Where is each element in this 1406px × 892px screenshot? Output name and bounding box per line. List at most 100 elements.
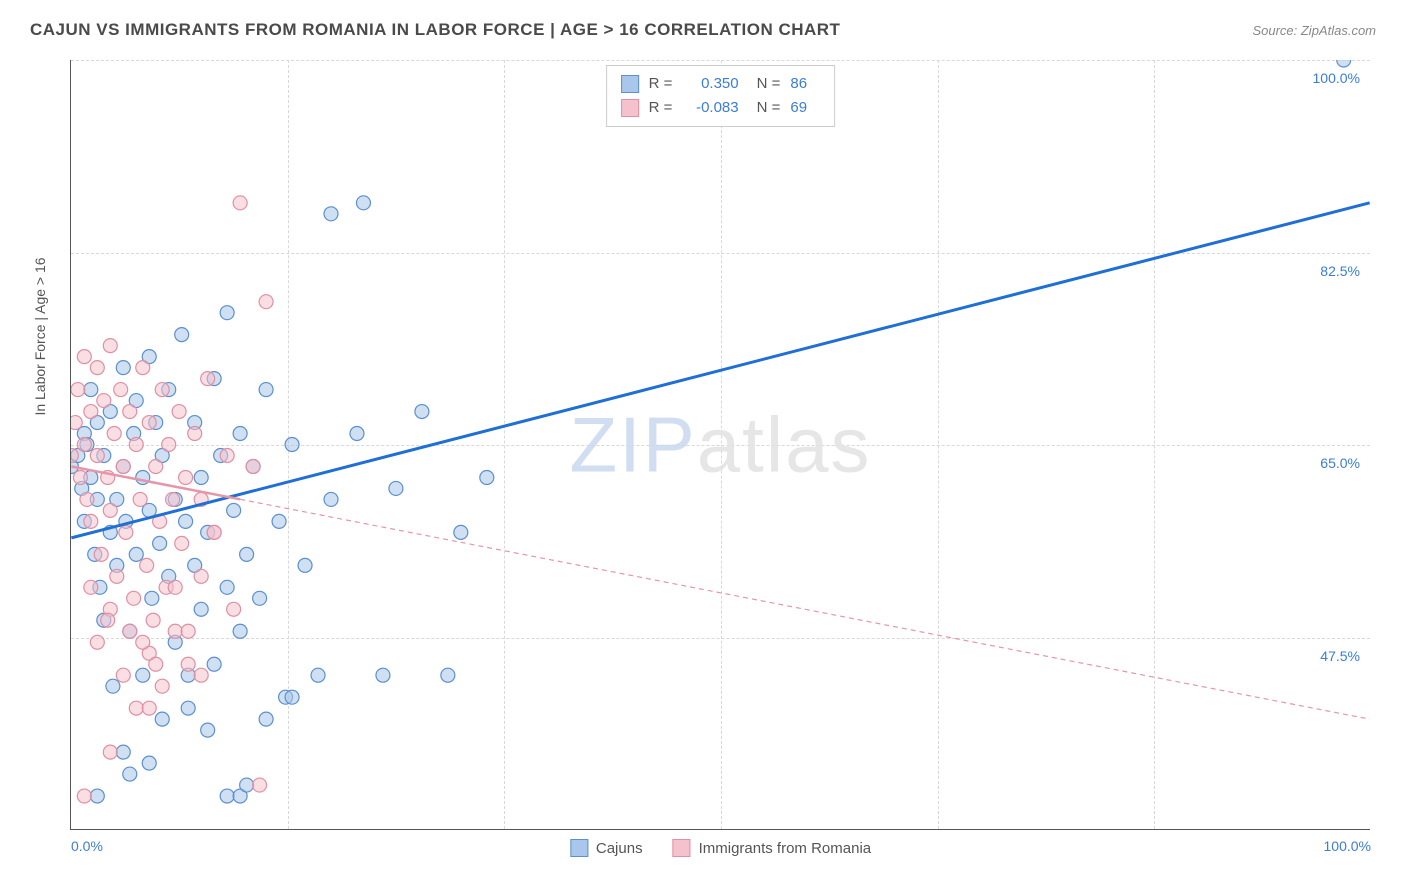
n-label: N = xyxy=(757,96,781,120)
data-point xyxy=(80,492,94,506)
data-point xyxy=(175,328,189,342)
data-point xyxy=(153,536,167,550)
data-point xyxy=(116,745,130,759)
data-point xyxy=(129,438,143,452)
data-point xyxy=(246,459,260,473)
data-point xyxy=(227,602,241,616)
r-label: R = xyxy=(649,96,674,120)
data-point xyxy=(259,295,273,309)
data-point xyxy=(97,394,111,408)
data-point xyxy=(136,635,150,649)
data-point xyxy=(233,427,247,441)
data-point xyxy=(259,383,273,397)
data-point xyxy=(220,448,234,462)
data-point xyxy=(207,657,221,671)
data-point xyxy=(298,558,312,572)
data-point xyxy=(77,350,91,364)
trend-line xyxy=(71,203,1369,538)
chart-container: In Labor Force | Age > 16 R = 0.350 N = … xyxy=(50,60,1376,850)
data-point xyxy=(168,624,182,638)
data-point xyxy=(129,701,143,715)
swatch-romania xyxy=(621,99,639,117)
data-point xyxy=(155,679,169,693)
data-point xyxy=(253,778,267,792)
data-point xyxy=(116,459,130,473)
data-point xyxy=(454,525,468,539)
swatch-romania-bottom xyxy=(673,839,691,857)
data-point xyxy=(94,547,108,561)
data-point xyxy=(71,416,82,430)
source-attribution: Source: ZipAtlas.com xyxy=(1252,23,1376,38)
data-point xyxy=(324,492,338,506)
data-point xyxy=(90,789,104,803)
n-value-cajuns: 86 xyxy=(790,72,820,96)
r-value-romania: -0.083 xyxy=(684,96,739,120)
data-point xyxy=(149,657,163,671)
data-point xyxy=(194,668,208,682)
data-point xyxy=(181,624,195,638)
data-point xyxy=(480,470,494,484)
data-point xyxy=(253,591,267,605)
data-point xyxy=(110,569,124,583)
legend-label-cajuns: Cajuns xyxy=(596,840,643,857)
data-point xyxy=(123,624,137,638)
data-point xyxy=(140,558,154,572)
data-point xyxy=(376,668,390,682)
data-point xyxy=(162,438,176,452)
data-point xyxy=(227,503,241,517)
data-point xyxy=(71,383,85,397)
data-point xyxy=(155,383,169,397)
legend-item-cajuns: Cajuns xyxy=(570,839,643,857)
y-axis-label: In Labor Force | Age > 16 xyxy=(32,257,48,415)
data-point xyxy=(324,207,338,221)
legend-row-cajuns: R = 0.350 N = 86 xyxy=(621,72,821,96)
data-point xyxy=(220,789,234,803)
data-point xyxy=(441,668,455,682)
data-point xyxy=(90,361,104,375)
data-point xyxy=(84,580,98,594)
data-point xyxy=(116,668,130,682)
data-point xyxy=(220,580,234,594)
n-value-romania: 69 xyxy=(790,96,820,120)
data-point xyxy=(155,712,169,726)
data-point xyxy=(168,580,182,594)
data-point xyxy=(145,591,159,605)
data-point xyxy=(127,591,141,605)
data-point xyxy=(77,438,91,452)
xtick-label: 0.0% xyxy=(71,838,103,854)
data-point xyxy=(84,514,98,528)
data-point xyxy=(1337,60,1351,67)
trend-line-dashed xyxy=(240,499,1370,719)
data-point xyxy=(114,383,128,397)
data-point xyxy=(194,470,208,484)
data-point xyxy=(311,668,325,682)
data-point xyxy=(119,525,133,539)
data-point xyxy=(142,756,156,770)
r-value-cajuns: 0.350 xyxy=(684,72,739,96)
plot-area: R = 0.350 N = 86 R = -0.083 N = 69 ZIPat… xyxy=(70,60,1370,830)
data-point xyxy=(73,470,87,484)
data-point xyxy=(84,383,98,397)
data-point xyxy=(142,701,156,715)
plot-svg xyxy=(71,60,1370,829)
data-point xyxy=(149,459,163,473)
data-point xyxy=(233,624,247,638)
legend-label-romania: Immigrants from Romania xyxy=(699,840,872,857)
data-point xyxy=(181,701,195,715)
data-point xyxy=(285,690,299,704)
legend-row-romania: R = -0.083 N = 69 xyxy=(621,96,821,120)
data-point xyxy=(142,416,156,430)
data-point xyxy=(233,196,247,210)
data-point xyxy=(194,569,208,583)
data-point xyxy=(77,789,91,803)
data-point xyxy=(285,438,299,452)
chart-title: CAJUN VS IMMIGRANTS FROM ROMANIA IN LABO… xyxy=(30,20,840,40)
data-point xyxy=(179,514,193,528)
data-point xyxy=(181,657,195,671)
swatch-cajuns xyxy=(621,75,639,93)
data-point xyxy=(106,679,120,693)
data-point xyxy=(123,405,137,419)
data-point xyxy=(201,723,215,737)
data-point xyxy=(415,405,429,419)
data-point xyxy=(129,547,143,561)
